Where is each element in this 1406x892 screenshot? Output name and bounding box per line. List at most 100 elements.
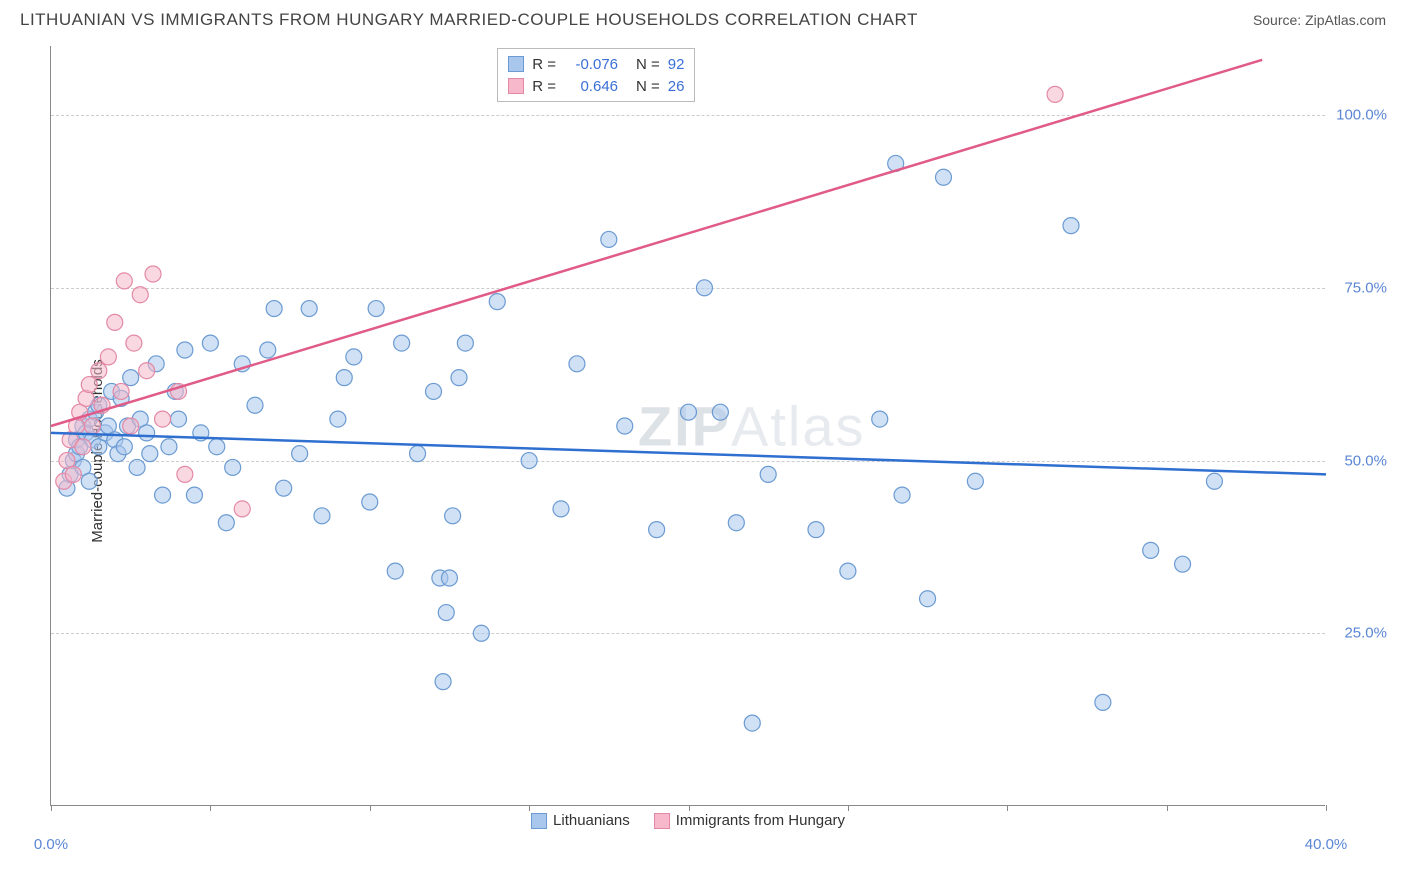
data-point — [894, 487, 910, 503]
chart-area: Married-couple Households ZIPAtlas 25.0%… — [0, 36, 1406, 866]
data-point — [649, 522, 665, 538]
data-point — [100, 349, 116, 365]
data-point — [728, 515, 744, 531]
data-point — [155, 487, 171, 503]
data-point — [161, 439, 177, 455]
series-legend-item: Lithuanians — [531, 812, 630, 829]
data-point — [123, 370, 139, 386]
data-point — [712, 404, 728, 420]
data-point — [225, 459, 241, 475]
data-point — [75, 439, 91, 455]
data-point — [336, 370, 352, 386]
source-prefix: Source: — [1253, 12, 1305, 28]
data-point — [1063, 218, 1079, 234]
y-tick-label: 100.0% — [1332, 107, 1387, 124]
stat-r-value: 0.646 — [564, 78, 618, 95]
data-point — [967, 473, 983, 489]
data-point — [1206, 473, 1222, 489]
data-point — [139, 425, 155, 441]
data-point — [209, 439, 225, 455]
stat-r-label: R = — [532, 78, 556, 95]
x-tick-label: 0.0% — [34, 836, 68, 853]
data-point — [1095, 694, 1111, 710]
stat-n-value: 26 — [668, 78, 685, 95]
series-legend: Lithuanians Immigrants from Hungary — [531, 812, 845, 829]
plot-region: ZIPAtlas 25.0%50.0%75.0%100.0%0.0%40.0%R… — [50, 46, 1325, 806]
series-legend-label: Immigrants from Hungary — [676, 812, 845, 829]
data-point — [266, 301, 282, 317]
stat-n-value: 92 — [668, 56, 685, 73]
data-point — [81, 377, 97, 393]
data-point — [142, 446, 158, 462]
data-point — [301, 301, 317, 317]
data-point — [451, 370, 467, 386]
data-point — [569, 356, 585, 372]
data-point — [126, 335, 142, 351]
data-point — [145, 266, 161, 282]
data-point — [368, 301, 384, 317]
y-tick-label: 75.0% — [1332, 279, 1387, 296]
data-point — [132, 287, 148, 303]
x-tick-label: 40.0% — [1305, 836, 1348, 853]
data-point — [177, 342, 193, 358]
data-point — [441, 570, 457, 586]
data-point — [438, 605, 454, 621]
data-point — [617, 418, 633, 434]
data-point — [457, 335, 473, 351]
data-point — [234, 501, 250, 517]
data-point — [553, 501, 569, 517]
stat-n-label: N = — [636, 56, 660, 73]
legend-swatch — [508, 56, 524, 72]
trend-line — [51, 60, 1262, 426]
data-point — [840, 563, 856, 579]
data-point — [808, 522, 824, 538]
data-point — [107, 314, 123, 330]
y-tick-label: 50.0% — [1332, 452, 1387, 469]
data-point — [489, 294, 505, 310]
y-tick-label: 25.0% — [1332, 625, 1387, 642]
data-point — [65, 466, 81, 482]
data-point — [426, 383, 442, 399]
data-point — [330, 411, 346, 427]
data-point — [171, 411, 187, 427]
data-point — [116, 439, 132, 455]
stats-legend: R = -0.076 N = 92 R = 0.646 N = 26 — [497, 48, 695, 102]
data-point — [81, 473, 97, 489]
stat-r-value: -0.076 — [564, 56, 618, 73]
trend-line — [51, 433, 1326, 474]
data-point — [473, 625, 489, 641]
source-attribution: Source: ZipAtlas.com — [1253, 12, 1386, 28]
data-point — [314, 508, 330, 524]
data-point — [410, 446, 426, 462]
data-point — [346, 349, 362, 365]
data-point — [435, 674, 451, 690]
plot-svg — [51, 46, 1326, 806]
data-point — [186, 487, 202, 503]
data-point — [91, 363, 107, 379]
stats-legend-row: R = 0.646 N = 26 — [508, 75, 684, 97]
data-point — [387, 563, 403, 579]
data-point — [177, 466, 193, 482]
data-point — [872, 411, 888, 427]
data-point — [113, 383, 129, 399]
data-point — [260, 342, 276, 358]
source-link[interactable]: ZipAtlas.com — [1305, 12, 1386, 28]
data-point — [394, 335, 410, 351]
series-legend-label: Lithuanians — [553, 812, 630, 829]
data-point — [696, 280, 712, 296]
stat-n-label: N = — [636, 78, 660, 95]
data-point — [123, 418, 139, 434]
data-point — [84, 418, 100, 434]
data-point — [155, 411, 171, 427]
series-legend-item: Immigrants from Hungary — [654, 812, 845, 829]
data-point — [1175, 556, 1191, 572]
stat-r-label: R = — [532, 56, 556, 73]
data-point — [247, 397, 263, 413]
legend-swatch — [531, 813, 547, 829]
data-point — [276, 480, 292, 496]
data-point — [292, 446, 308, 462]
data-point — [1047, 86, 1063, 102]
chart-title: LITHUANIAN VS IMMIGRANTS FROM HUNGARY MA… — [20, 10, 918, 30]
data-point — [129, 459, 145, 475]
header: LITHUANIAN VS IMMIGRANTS FROM HUNGARY MA… — [0, 0, 1406, 36]
